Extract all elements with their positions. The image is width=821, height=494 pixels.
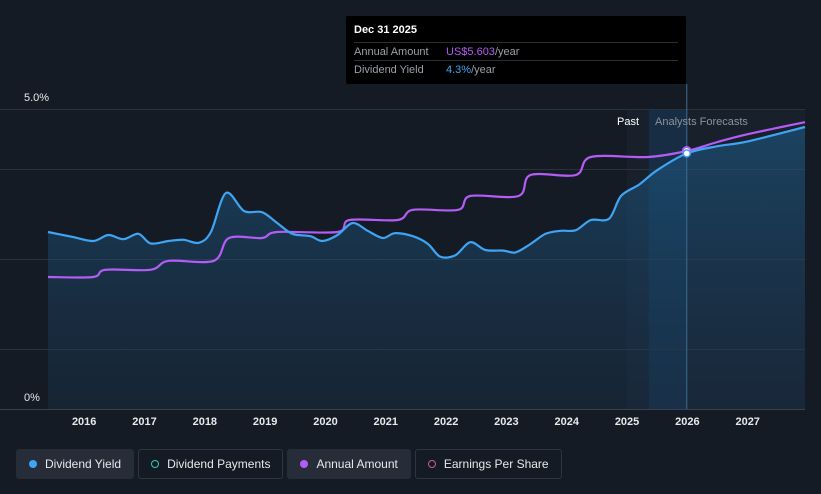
x-tick-label: 2016 xyxy=(72,416,96,428)
legend-label: Dividend Yield xyxy=(45,457,122,471)
dividend-yield-area xyxy=(48,127,805,409)
tooltip-row-dividend-yield: Dividend Yield 4.3% /year xyxy=(354,60,678,78)
x-tick-label: 2017 xyxy=(132,416,156,428)
legend-annual-amount[interactable]: Annual Amount xyxy=(287,449,411,479)
filled-purple-dot-icon xyxy=(300,460,309,468)
y-tick-label: 5.0% xyxy=(24,92,49,104)
teal-ring-dot-icon xyxy=(151,460,160,468)
legend-label: Dividend Payments xyxy=(167,457,271,471)
x-tick-label: 2025 xyxy=(615,416,639,428)
tooltip-unit: /year xyxy=(494,45,520,58)
tooltip-value: 4.3% xyxy=(446,63,472,76)
dividend-yield-line xyxy=(47,125,806,259)
tooltip: Dec 31 2025 Annual Amount US$5.603 /year… xyxy=(346,16,686,84)
legend: Dividend Yield Dividend Payments Annual … xyxy=(16,449,562,479)
legend-dividend-payments[interactable]: Dividend Payments xyxy=(138,449,284,479)
tooltip-row-annual-amount: Annual Amount US$5.603 /year xyxy=(354,42,678,60)
tooltip-date: Dec 31 2025 xyxy=(354,24,417,36)
filled-blue-dot-icon xyxy=(29,460,37,468)
pink-ring-dot-icon xyxy=(427,460,436,468)
x-tick-label: 2024 xyxy=(554,416,579,428)
dividend-yield-marker[interactable] xyxy=(682,149,692,158)
tooltip-unit: /year xyxy=(471,63,496,76)
x-tick-label: 2019 xyxy=(253,416,277,428)
y-axis: 5.0% 0% xyxy=(24,92,49,404)
tooltip-key: Annual Amount xyxy=(354,45,429,58)
x-tick-label: 2018 xyxy=(193,416,217,428)
legend-dividend-yield[interactable]: Dividend Yield xyxy=(16,449,135,479)
y-tick-label: 0% xyxy=(24,392,40,404)
annual-amount-line xyxy=(47,121,806,279)
tooltip-value: US$5.603 xyxy=(446,45,495,58)
x-tick-label: 2023 xyxy=(494,416,518,428)
x-axis: 2016 2017 2018 2019 2020 2021 2022 2023 2024 2025… xyxy=(72,416,760,428)
x-tick-label: 2020 xyxy=(313,416,337,428)
past-label: Past xyxy=(617,116,639,128)
legend-earnings-per-share[interactable]: Earnings Per Share xyxy=(414,449,562,479)
x-tick-label: 2021 xyxy=(374,416,398,428)
legend-label: Earnings Per Share xyxy=(443,457,549,471)
tooltip-key: Dividend Yield xyxy=(354,63,424,76)
x-tick-label: 2022 xyxy=(434,416,458,428)
forecast-label: Analysts Forecasts xyxy=(655,116,748,128)
x-tick-label: 2027 xyxy=(735,416,759,428)
x-tick-label: 2026 xyxy=(675,416,699,428)
legend-label: Annual Amount xyxy=(316,457,398,471)
